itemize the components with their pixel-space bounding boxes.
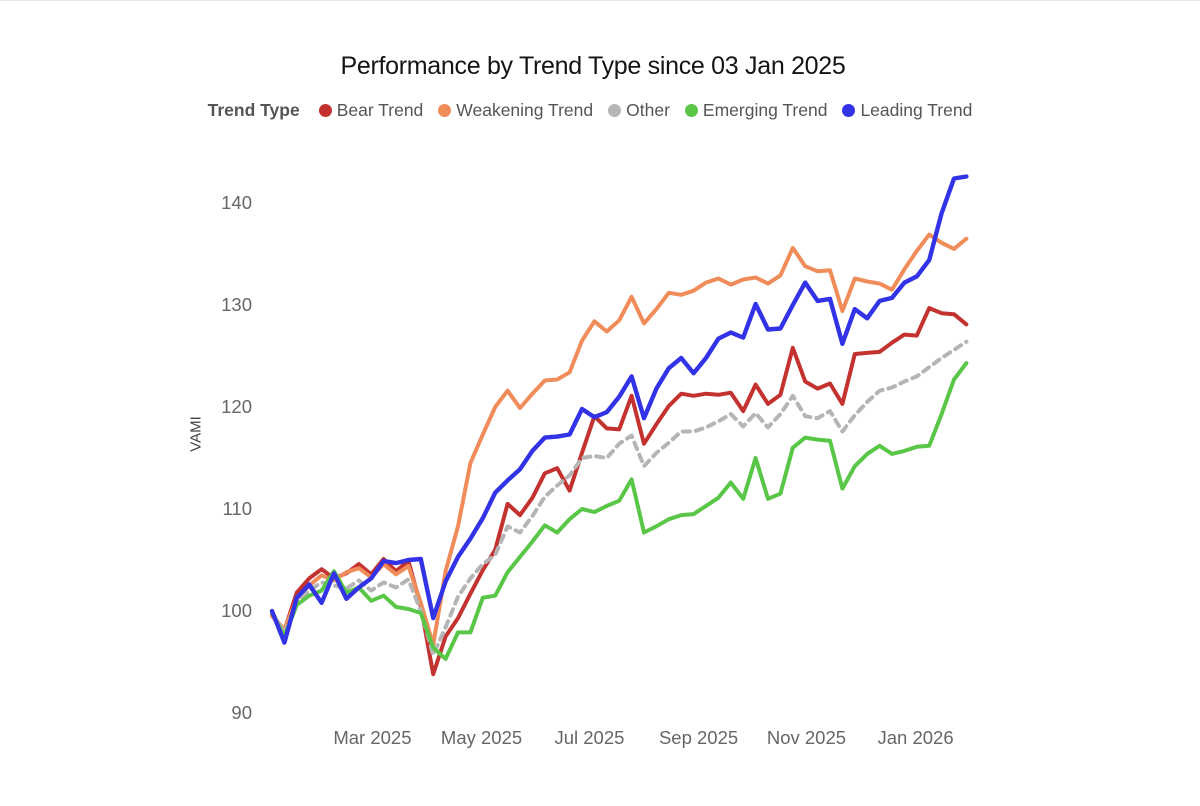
legend-item-label: Leading Trend — [860, 100, 973, 120]
series-line-other[interactable] — [270, 339, 969, 657]
x-tick-label: Nov 2025 — [766, 727, 847, 748]
legend-item-label: Weakening Trend — [456, 100, 594, 120]
legend: Trend Type Bear Trend Weakening Trend Othe… — [0, 100, 1180, 121]
series-line-weakening-trend[interactable] — [270, 232, 969, 647]
legend-item-bear-trend[interactable]: Bear Trend — [318, 100, 424, 121]
legend-item-label: Emerging Trend — [702, 100, 828, 120]
x-tick-label: Jul 2025 — [554, 727, 625, 748]
legend-title: Trend Type — [207, 100, 300, 120]
x-tick-label: Sep 2025 — [658, 727, 739, 748]
y-tick-label: 120 — [221, 396, 252, 417]
legend-dot-icon — [608, 104, 622, 117]
y-tick-label: 100 — [221, 600, 252, 621]
legend-item-emerging-trend[interactable]: Emerging Trend — [684, 100, 828, 121]
y-tick-label: 140 — [221, 192, 252, 213]
legend-item-label: Bear Trend — [336, 100, 424, 120]
legend-dot-icon — [318, 104, 332, 117]
series-line-leading-trend[interactable] — [269, 174, 969, 645]
legend-item-other[interactable]: Other — [608, 100, 670, 121]
legend-item-weakening-trend[interactable]: Weakening Trend — [438, 100, 593, 121]
legend-dot-icon — [684, 104, 698, 117]
chart-title: Performance by Trend Type since 03 Jan 2… — [340, 52, 846, 80]
x-tick-label: Mar 2025 — [333, 727, 412, 748]
y-tick-label: 130 — [221, 294, 252, 315]
legend-dot-icon — [842, 104, 856, 117]
y-tick-label: 110 — [222, 498, 253, 519]
y-tick-label: 90 — [231, 702, 252, 723]
x-tick-label: Jan 2026 — [877, 727, 954, 748]
series-line-bear-trend[interactable] — [270, 306, 969, 677]
x-tick-label: May 2025 — [440, 727, 523, 748]
legend-item-leading-trend[interactable]: Leading Trend — [842, 100, 972, 121]
series-line-emerging-trend[interactable] — [270, 361, 969, 661]
legend-item-label: Other — [626, 100, 670, 120]
legend-dot-icon — [438, 104, 452, 117]
